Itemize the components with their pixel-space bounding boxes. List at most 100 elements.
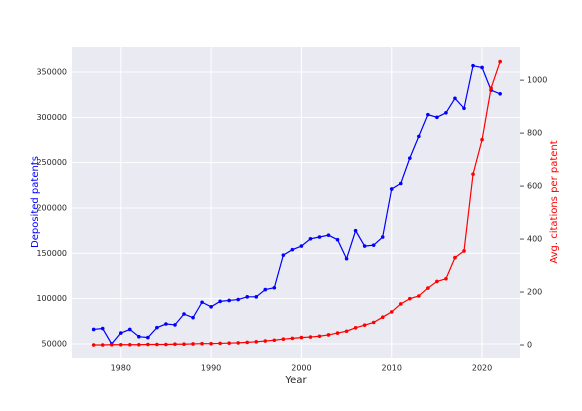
point — [263, 339, 268, 343]
point — [389, 187, 394, 191]
point — [389, 310, 394, 314]
point — [444, 111, 448, 115]
point — [380, 235, 385, 239]
y2-tick-label: 1000 — [527, 76, 547, 85]
point — [173, 342, 177, 347]
y-tick-label: 100000 — [36, 294, 67, 303]
point — [118, 331, 123, 335]
x-tick-label: 2010 — [382, 364, 402, 373]
point — [91, 327, 96, 332]
y-tick-label: 250000 — [36, 158, 67, 167]
point — [299, 244, 304, 248]
point — [498, 59, 502, 64]
point — [462, 249, 466, 253]
point — [245, 295, 250, 299]
y-tick-label: 50000 — [42, 339, 67, 348]
point — [317, 235, 322, 239]
point — [91, 343, 96, 347]
point — [480, 137, 484, 142]
point — [462, 106, 466, 111]
point — [371, 320, 376, 325]
point — [453, 255, 457, 260]
point — [164, 322, 168, 326]
point — [245, 340, 250, 345]
point — [435, 115, 439, 120]
point — [173, 323, 177, 327]
point — [398, 302, 403, 306]
point — [254, 295, 259, 299]
point — [317, 334, 322, 339]
point — [353, 228, 358, 233]
point — [109, 342, 114, 347]
point — [182, 342, 186, 347]
point — [254, 340, 259, 344]
point — [290, 247, 295, 252]
point — [344, 256, 349, 261]
point — [408, 156, 412, 160]
point — [146, 335, 150, 340]
point — [498, 91, 502, 96]
y-tick-label: 300000 — [36, 113, 67, 122]
point — [326, 333, 331, 337]
point — [155, 342, 159, 347]
point — [471, 172, 475, 176]
point — [471, 63, 475, 68]
point — [128, 342, 132, 347]
y-tick-label: 150000 — [36, 249, 67, 258]
y2-tick-label: 0 — [527, 341, 532, 350]
point — [371, 243, 376, 247]
point — [100, 343, 105, 347]
x-tick-label: 1990 — [201, 364, 221, 373]
series-line — [93, 61, 501, 346]
point — [164, 342, 168, 347]
point — [362, 323, 367, 327]
point — [218, 299, 222, 304]
point — [272, 338, 277, 343]
x-tick-label: 2000 — [291, 364, 311, 373]
point — [191, 315, 195, 320]
point — [417, 134, 421, 139]
point — [137, 342, 141, 347]
point — [118, 342, 123, 347]
point — [308, 237, 313, 241]
y2-tick-label: 600 — [527, 182, 542, 191]
point — [435, 279, 439, 284]
point — [408, 296, 412, 301]
point — [227, 298, 231, 303]
point — [362, 244, 367, 248]
point — [453, 96, 457, 101]
y2-axis-label: Avg. citations per patent — [549, 140, 560, 263]
plot-area — [72, 47, 520, 358]
point — [426, 112, 430, 117]
point — [299, 335, 304, 340]
point — [146, 342, 150, 347]
point — [344, 329, 349, 334]
point — [489, 86, 493, 90]
point — [444, 276, 448, 281]
y2-tick-label: 400 — [527, 235, 542, 244]
x-tick-label: 2020 — [472, 364, 492, 373]
point — [263, 287, 268, 292]
point — [128, 327, 132, 332]
point — [281, 337, 286, 341]
point — [200, 300, 204, 305]
point — [398, 181, 403, 186]
point — [200, 341, 204, 346]
point — [281, 253, 286, 257]
y2-tick-label: 800 — [527, 129, 542, 138]
point — [417, 294, 421, 298]
point — [308, 335, 313, 339]
point — [218, 341, 222, 346]
point — [326, 233, 331, 237]
point — [236, 297, 240, 302]
point — [191, 342, 195, 346]
x-tick-label: 1980 — [111, 364, 131, 373]
point — [209, 341, 213, 346]
y-tick-label: 350000 — [36, 68, 67, 77]
point — [480, 65, 484, 70]
point — [272, 285, 277, 290]
x-axis-label: Year — [284, 375, 307, 386]
point — [290, 336, 295, 341]
series-line — [93, 64, 501, 345]
